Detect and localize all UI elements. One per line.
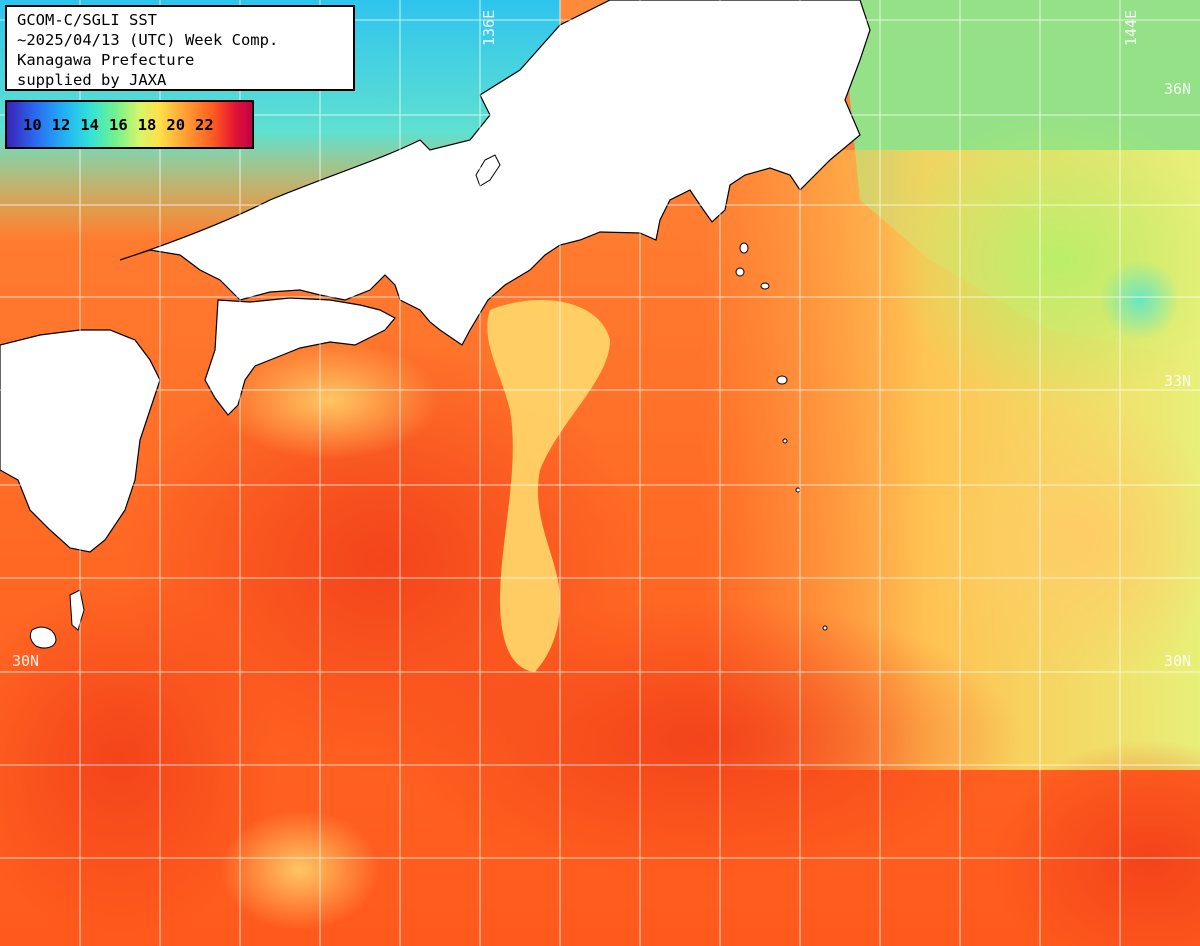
lon-label-144e: 144E [1122,9,1140,46]
legend-tick: 12 [51,115,71,134]
legend-tick: 18 [137,115,157,134]
legend-tick: 14 [80,115,100,134]
mild-patch-south [220,810,380,930]
lat-label-30n-left: 30N [12,652,40,670]
land-southern-islands [29,589,85,649]
title-line-provider: Kanagawa Prefecture [17,51,195,69]
legend-tick: 22 [195,115,214,134]
warm-patch-southeast [990,740,1200,946]
lat-label-33n: 33N [1164,372,1192,390]
color-legend: 10 12 14 16 18 20 22 [5,100,254,149]
legend-tick: 10 [23,115,42,134]
lat-label-36n: 36N [1164,80,1192,98]
mild-water-shikoku [220,340,440,460]
legend-tick: 16 [109,115,128,134]
lon-label-136e: 136E [480,9,498,46]
warm-patch-southwest [0,580,280,940]
kuroshio-core-south [380,600,1020,880]
lat-label-30n-right: 30N [1164,652,1192,670]
title-line-product: GCOM-C/SGLI SST [17,11,157,29]
title-line-period: ~2025/04/13 (UTC) Week Comp. [17,31,279,49]
land-izu-islands [735,242,828,631]
title-box: GCOM-C/SGLI SST ~2025/04/13 (UTC) Week C… [5,5,355,91]
cool-spot-east [1100,260,1180,340]
land-shikoku [204,297,396,416]
legend-tick: 20 [166,115,186,134]
title-line-credit: supplied by JAXA [17,71,167,89]
mild-patch-east [930,400,1200,680]
cold-tongue [487,300,610,672]
